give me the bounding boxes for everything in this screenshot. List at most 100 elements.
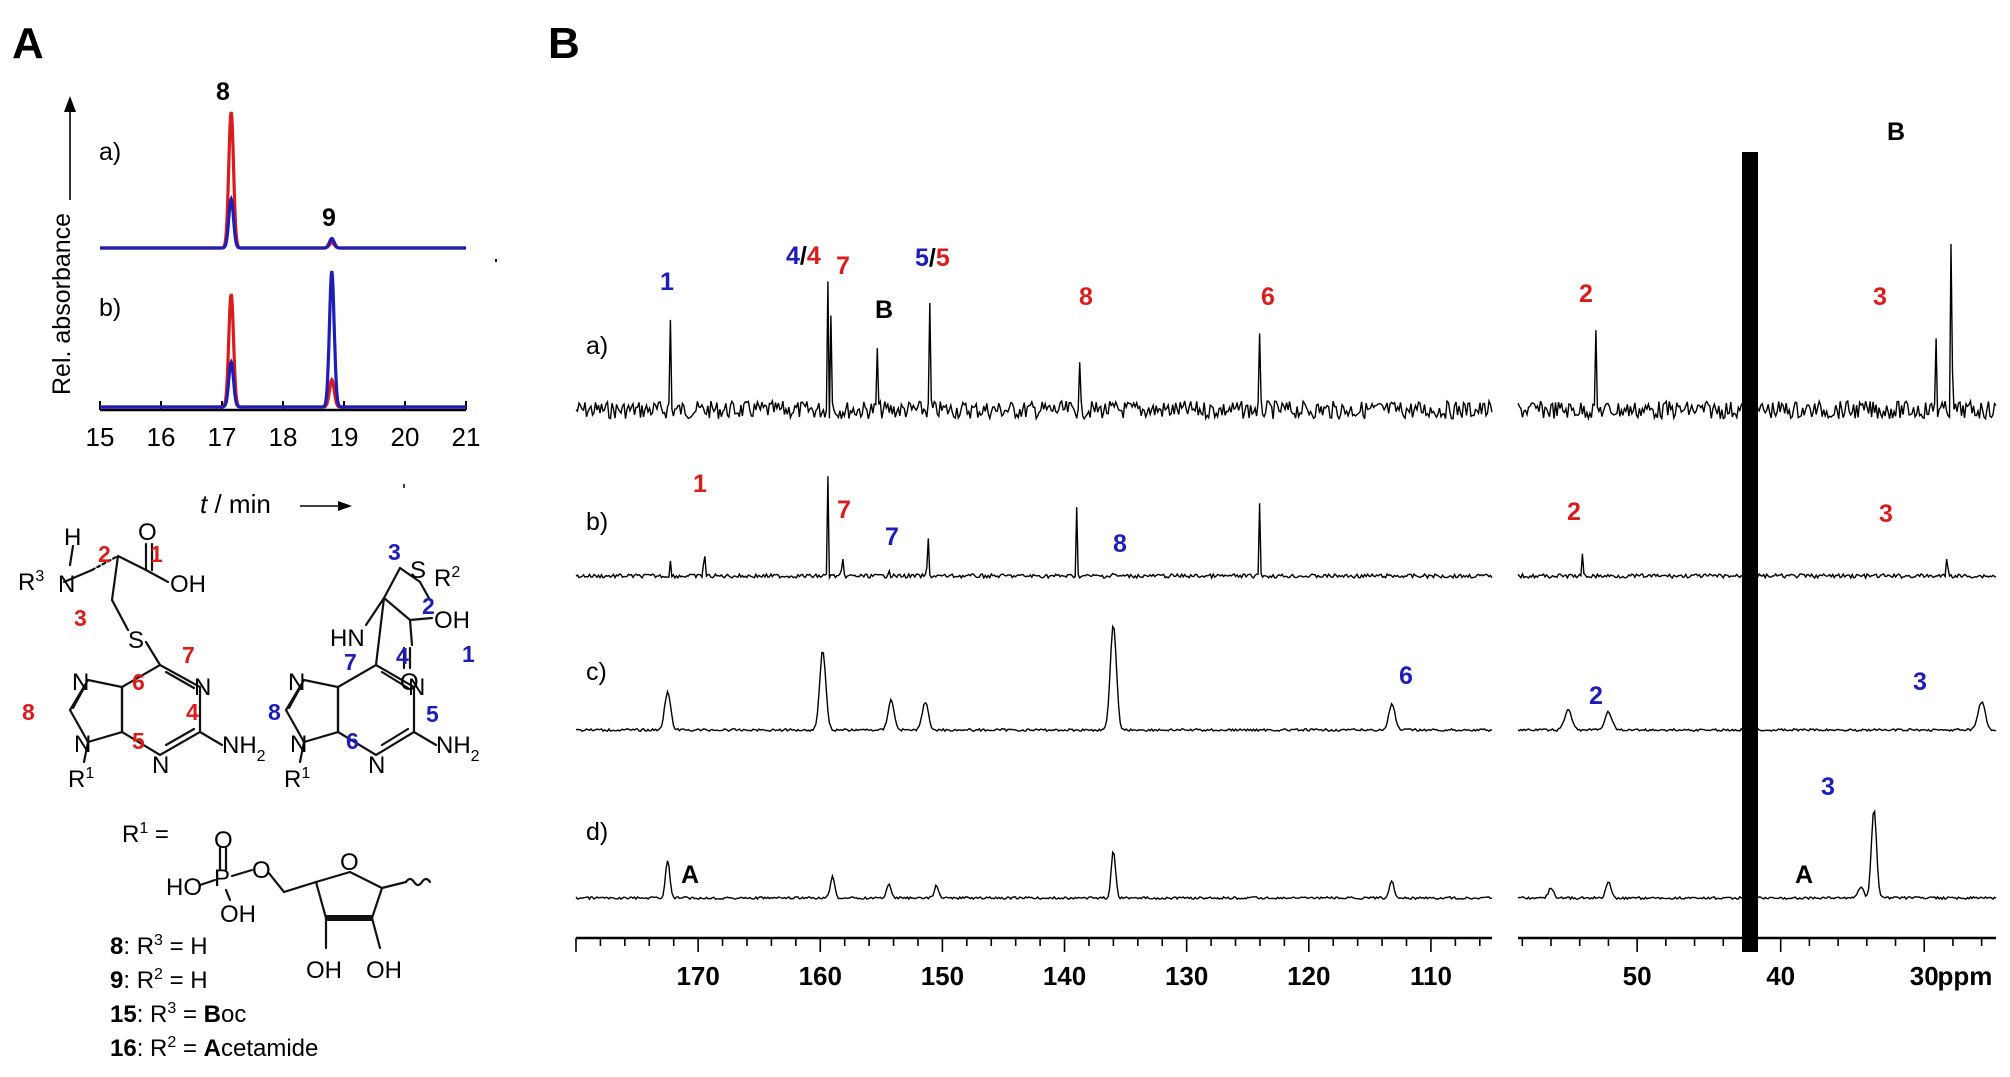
sugar-ho: HO bbox=[166, 874, 202, 901]
peak-a-1: 1 bbox=[660, 268, 674, 296]
nmr-spectrum-a bbox=[575, 281, 1493, 421]
struct-r-n3: N bbox=[368, 752, 385, 779]
sugar-oh-p: OH bbox=[220, 901, 256, 928]
peak-b-3: 3 bbox=[1879, 500, 1893, 528]
peak-a-3: 3 bbox=[1873, 283, 1887, 311]
nmr-tick-label: 150 bbox=[921, 961, 964, 991]
legend-row-3: 15: R3 = Boc bbox=[110, 1000, 246, 1028]
panel-b-label: B bbox=[548, 19, 580, 68]
struct-l-num-1: 1 bbox=[150, 541, 163, 567]
legend-row-4: 16: R2 = Acetamide bbox=[110, 1034, 318, 1062]
struct-l-n: N bbox=[58, 571, 75, 598]
peak-b-8: 8 bbox=[1113, 530, 1127, 558]
struct-r-r2: R2 bbox=[434, 564, 460, 592]
struct-l-h: H bbox=[64, 524, 81, 551]
nmr-spectra bbox=[575, 243, 1997, 901]
nmr-tick-label: 120 bbox=[1287, 961, 1330, 991]
nmr-x-ticks: 170 160 150 140 130 120 110 50 40 30 bbox=[575, 938, 1983, 991]
xlabel-t: t bbox=[200, 489, 209, 519]
nmr-tick-label: 50 bbox=[1623, 961, 1652, 991]
struct-l-num-4: 4 bbox=[186, 699, 199, 725]
struct-r-n1: N bbox=[408, 674, 425, 701]
hplc-tick-label: 16 bbox=[147, 422, 176, 452]
struct-l-num-5: 5 bbox=[132, 728, 145, 754]
structure-right: S R2 HN OH O N N N N NH2 R1 1 2 3 4 5 6 … bbox=[268, 539, 480, 793]
hplc-trace-ared bbox=[100, 111, 466, 250]
struct-r-num-8: 8 bbox=[268, 699, 281, 725]
hplc-tick-label: 18 bbox=[269, 422, 298, 452]
peak-a-4-4: 4/4 bbox=[786, 242, 821, 270]
nmr-row-label-b: b) bbox=[586, 508, 608, 536]
nmr-tick-label: 130 bbox=[1165, 961, 1208, 991]
peak-a-7: 7 bbox=[836, 252, 850, 280]
panel-a: A Rel. absorbance 15 16 17 18 19 20 21 a) b) 8… bbox=[12, 19, 497, 519]
struct-l-num-2: 2 bbox=[98, 541, 111, 567]
hplc-tick-label: 17 bbox=[208, 422, 237, 452]
struct-l-num-3: 3 bbox=[74, 605, 87, 631]
panel-a-label: A bbox=[12, 19, 44, 68]
hplc-traces bbox=[100, 111, 466, 409]
struct-l-s: S bbox=[128, 627, 144, 654]
peak-b-7-blue: 7 bbox=[885, 523, 899, 551]
nmr-tick-label: 110 bbox=[1410, 961, 1452, 991]
struct-l-n1: N bbox=[194, 674, 211, 701]
peak-label-9: 9 bbox=[322, 204, 336, 232]
sugar-o-link: O bbox=[252, 857, 271, 884]
hplc-xlabel: t / min bbox=[200, 489, 271, 519]
struct-l-r3: R3 bbox=[18, 568, 44, 596]
peak-b-7-red: 7 bbox=[837, 496, 851, 524]
nmr-tick-label: 170 bbox=[676, 961, 719, 991]
peak-a-b2: B bbox=[1887, 118, 1905, 146]
struct-l-nh2: NH2 bbox=[222, 732, 266, 765]
struct-r-num-7: 7 bbox=[344, 649, 357, 675]
struct-r-n7: N bbox=[288, 669, 305, 696]
nmr-xlabel-ppm: ppm bbox=[1938, 961, 1993, 991]
hplc-tick-label: 21 bbox=[452, 422, 481, 452]
hplc-trace-bred bbox=[100, 293, 466, 409]
hplc-tick-label: 19 bbox=[330, 422, 359, 452]
nmr-spectrum-d bbox=[575, 850, 1493, 901]
structure-left: R3 N H O OH S N N N N NH2 R1 1 2 3 4 5 6… bbox=[18, 519, 266, 793]
hplc-x-ticks: 15 16 17 18 19 20 21 bbox=[86, 401, 481, 452]
struct-r-num-1: 1 bbox=[462, 641, 475, 667]
struct-l-n7: N bbox=[72, 669, 89, 696]
wavy-bond bbox=[404, 877, 432, 887]
peak-a-8: 8 bbox=[1079, 283, 1093, 311]
struct-r-r1: R1 bbox=[284, 765, 310, 793]
x-arrow-icon bbox=[338, 501, 352, 511]
y-arrow-icon bbox=[64, 96, 76, 112]
struct-l-num-7: 7 bbox=[182, 642, 195, 668]
hplc-ylabel: Rel. absorbance bbox=[48, 213, 76, 395]
xlabel-unit: / min bbox=[207, 489, 271, 519]
peak-a-5-5: 5/5 bbox=[915, 244, 950, 272]
struct-l-num-6: 6 bbox=[132, 669, 145, 695]
sugar-p: P bbox=[214, 865, 230, 892]
r1-definition: R1 = bbox=[122, 820, 169, 848]
struct-r-s: S bbox=[410, 557, 426, 584]
legend-row-2: 9: R2 = H bbox=[110, 966, 208, 994]
sugar-oh-2: OH bbox=[366, 957, 402, 984]
struct-r-oh: OH bbox=[434, 607, 470, 634]
sugar-o-top: O bbox=[214, 827, 233, 854]
peak-b-2: 2 bbox=[1567, 498, 1581, 526]
peak-c-2: 2 bbox=[1589, 682, 1603, 710]
trace-label-b: b) bbox=[99, 294, 121, 322]
struct-r-num-6: 6 bbox=[346, 728, 359, 754]
nmr-tick-label: 30 bbox=[1910, 961, 1939, 991]
nmr-spectrum-b bbox=[575, 476, 1493, 581]
peak-c-6: 6 bbox=[1399, 662, 1413, 690]
nmr-spectrum-c bbox=[575, 624, 1493, 733]
struct-r-nh2: NH2 bbox=[436, 732, 480, 765]
nmr-row-label-a: a) bbox=[586, 332, 608, 360]
struct-l-o: O bbox=[138, 519, 157, 546]
peak-d-a2: A bbox=[1795, 861, 1813, 889]
struct-l-num-8: 8 bbox=[22, 699, 35, 725]
hplc-trace-ablue bbox=[100, 194, 466, 250]
sugar-oh-3: OH bbox=[306, 957, 342, 984]
peak-a-b1: B bbox=[875, 296, 893, 324]
peak-label-8: 8 bbox=[216, 78, 230, 106]
legend-row-1: 8: R3 = H bbox=[110, 932, 208, 960]
panel-b: B a) b) c) d) 170 160 150 140 130 120 110 50 40 3… bbox=[548, 19, 1997, 991]
struct-r-num-2: 2 bbox=[422, 593, 435, 619]
